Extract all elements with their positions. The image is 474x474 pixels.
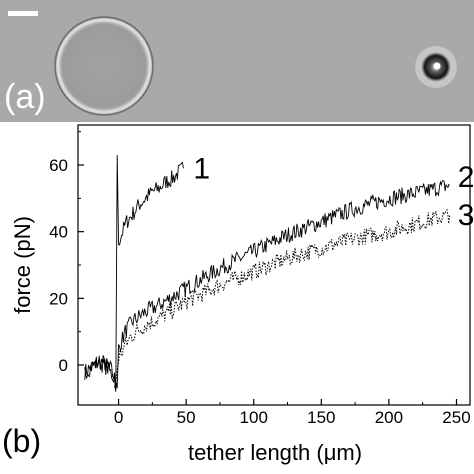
- scale-bar: [8, 11, 38, 16]
- x-tick-label: 0: [114, 408, 123, 427]
- x-tick-label: 200: [375, 408, 403, 427]
- tick-layer: 0 50 100 150 200 250 0 20 40 60: [49, 131, 471, 427]
- x-tick-label: 250: [442, 408, 470, 427]
- plot-frame: [77, 124, 471, 406]
- micrograph-panel: (a): [0, 0, 474, 122]
- y-tick-label: 20: [49, 289, 68, 308]
- vesicle: [54, 16, 154, 116]
- series-2-label: 2: [458, 161, 474, 194]
- series-1-line: [84, 154, 184, 392]
- series-3-label: 3: [458, 199, 474, 232]
- x-tick-label: 100: [240, 408, 268, 427]
- y-tick-label: 60: [49, 156, 68, 175]
- x-tick-label: 50: [177, 408, 196, 427]
- vesicle-halo: [56, 18, 152, 114]
- series-2-line: [84, 179, 450, 391]
- series-3-line: [114, 208, 451, 388]
- x-axis-label: tether length (μm): [188, 440, 362, 465]
- series-layer: 1 2 3: [84, 152, 474, 392]
- panel-a-label: (a): [4, 78, 46, 116]
- force-chart-panel: 1 2 3 0 50 100 150 200 250 0 20 40 60 force (pN) te…: [0, 122, 474, 474]
- panel-b-label: (b): [2, 423, 41, 459]
- y-tick-label: 0: [59, 356, 68, 375]
- y-axis-label: force (pN): [10, 216, 35, 314]
- micrograph: (a): [0, 0, 474, 122]
- series-1-label: 1: [193, 152, 210, 185]
- bead-highlight: [433, 62, 441, 70]
- x-tick-label: 150: [307, 408, 335, 427]
- y-tick-label: 40: [49, 223, 68, 242]
- force-chart: 1 2 3 0 50 100 150 200 250 0 20 40 60 force (pN) te…: [2, 124, 474, 465]
